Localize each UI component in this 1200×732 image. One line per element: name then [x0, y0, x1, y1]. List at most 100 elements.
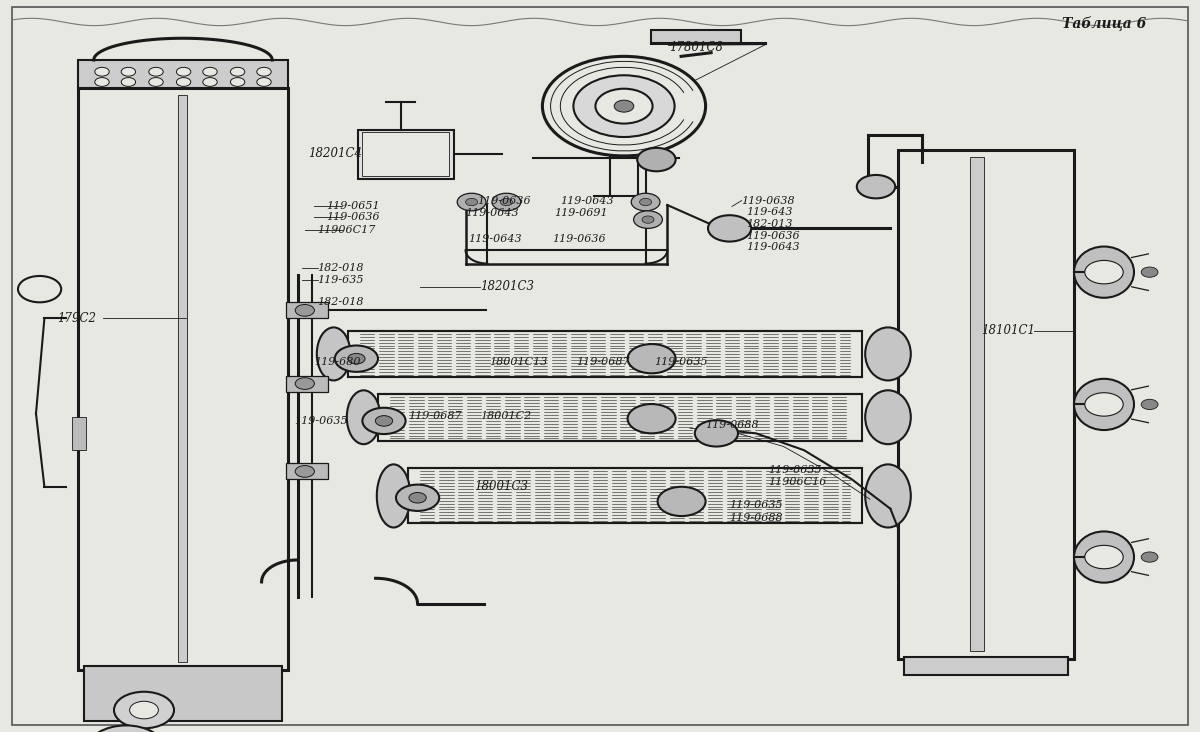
Polygon shape	[652, 30, 742, 43]
Circle shape	[18, 276, 61, 302]
Circle shape	[595, 89, 653, 124]
Circle shape	[634, 211, 662, 228]
Text: 18101С1: 18101С1	[982, 324, 1036, 337]
Circle shape	[257, 78, 271, 86]
Text: 119-0636: 119-0636	[326, 212, 380, 223]
Text: 119-0643: 119-0643	[466, 208, 520, 218]
Polygon shape	[358, 130, 454, 179]
Text: 119-0636: 119-0636	[746, 231, 800, 241]
Circle shape	[121, 78, 136, 86]
Circle shape	[642, 216, 654, 223]
Circle shape	[114, 692, 174, 728]
Text: 119-0687: 119-0687	[576, 356, 630, 367]
Circle shape	[295, 378, 314, 389]
Text: 119-0635: 119-0635	[654, 356, 708, 367]
Circle shape	[88, 725, 164, 732]
Circle shape	[1141, 400, 1158, 410]
Circle shape	[295, 466, 314, 477]
Text: 119-0635: 119-0635	[294, 416, 348, 426]
Text: 119-0638: 119-0638	[742, 195, 796, 206]
Ellipse shape	[1074, 531, 1134, 583]
Text: 119-0643: 119-0643	[746, 242, 800, 253]
Ellipse shape	[1074, 247, 1134, 298]
Circle shape	[130, 701, 158, 719]
Circle shape	[1141, 552, 1158, 562]
Circle shape	[708, 215, 751, 242]
Circle shape	[295, 305, 314, 316]
Text: 18001С3: 18001С3	[474, 480, 528, 493]
Text: 18001С2: 18001С2	[480, 411, 532, 421]
Circle shape	[857, 175, 895, 198]
Polygon shape	[286, 463, 328, 479]
Circle shape	[695, 420, 738, 447]
Circle shape	[121, 67, 136, 76]
Text: 119-0691: 119-0691	[554, 208, 608, 218]
Text: 119-635: 119-635	[317, 274, 364, 285]
Polygon shape	[362, 132, 449, 176]
Circle shape	[203, 78, 217, 86]
Text: 182-018: 182-018	[317, 263, 364, 273]
Text: 17801С8: 17801С8	[670, 41, 724, 54]
Circle shape	[640, 198, 652, 206]
Circle shape	[362, 408, 406, 434]
Circle shape	[230, 67, 245, 76]
Text: 119-0687: 119-0687	[408, 411, 462, 421]
Text: 119-0688: 119-0688	[706, 419, 760, 430]
Polygon shape	[362, 132, 449, 176]
Text: 182-018: 182-018	[317, 296, 364, 307]
Text: 119-0636: 119-0636	[478, 195, 532, 206]
Circle shape	[176, 78, 191, 86]
Circle shape	[637, 148, 676, 171]
Text: 119-0688: 119-0688	[730, 512, 784, 523]
Circle shape	[628, 404, 676, 433]
Polygon shape	[286, 302, 328, 318]
Text: 119-0643: 119-0643	[468, 234, 522, 244]
Text: 182-013: 182-013	[746, 219, 793, 229]
Circle shape	[95, 78, 109, 86]
Polygon shape	[904, 657, 1068, 675]
Circle shape	[1085, 392, 1123, 416]
Circle shape	[492, 193, 521, 211]
Circle shape	[658, 487, 706, 516]
Circle shape	[457, 193, 486, 211]
Text: 119-0635: 119-0635	[768, 465, 822, 475]
Circle shape	[176, 67, 191, 76]
Polygon shape	[78, 88, 288, 670]
Ellipse shape	[865, 390, 911, 444]
Circle shape	[628, 344, 676, 373]
Text: 11906С16: 11906С16	[768, 477, 827, 487]
Circle shape	[1141, 267, 1158, 277]
Text: 119-0643: 119-0643	[560, 195, 614, 206]
Circle shape	[631, 193, 660, 211]
Circle shape	[149, 67, 163, 76]
Circle shape	[203, 67, 217, 76]
Circle shape	[335, 346, 378, 372]
Polygon shape	[378, 394, 862, 441]
Circle shape	[1085, 545, 1123, 569]
Polygon shape	[84, 666, 282, 721]
Circle shape	[149, 78, 163, 86]
Circle shape	[466, 198, 478, 206]
Circle shape	[614, 100, 634, 112]
Ellipse shape	[377, 464, 410, 528]
Polygon shape	[178, 95, 187, 662]
Text: 11906С17: 11906С17	[317, 225, 376, 235]
Text: 18001С13: 18001С13	[490, 356, 548, 367]
Text: 119-643: 119-643	[746, 207, 793, 217]
Circle shape	[1085, 261, 1123, 284]
Circle shape	[542, 56, 706, 156]
Circle shape	[396, 485, 439, 511]
Ellipse shape	[865, 464, 911, 528]
Circle shape	[257, 67, 271, 76]
Ellipse shape	[317, 327, 350, 381]
Polygon shape	[286, 376, 328, 392]
Circle shape	[95, 67, 109, 76]
Polygon shape	[970, 157, 984, 651]
Circle shape	[348, 354, 365, 364]
Text: Таблица 6: Таблица 6	[1062, 16, 1146, 31]
Ellipse shape	[865, 327, 911, 381]
Polygon shape	[72, 417, 86, 450]
Text: 18201С3: 18201С3	[480, 280, 534, 294]
Circle shape	[409, 493, 426, 503]
Circle shape	[500, 198, 512, 206]
